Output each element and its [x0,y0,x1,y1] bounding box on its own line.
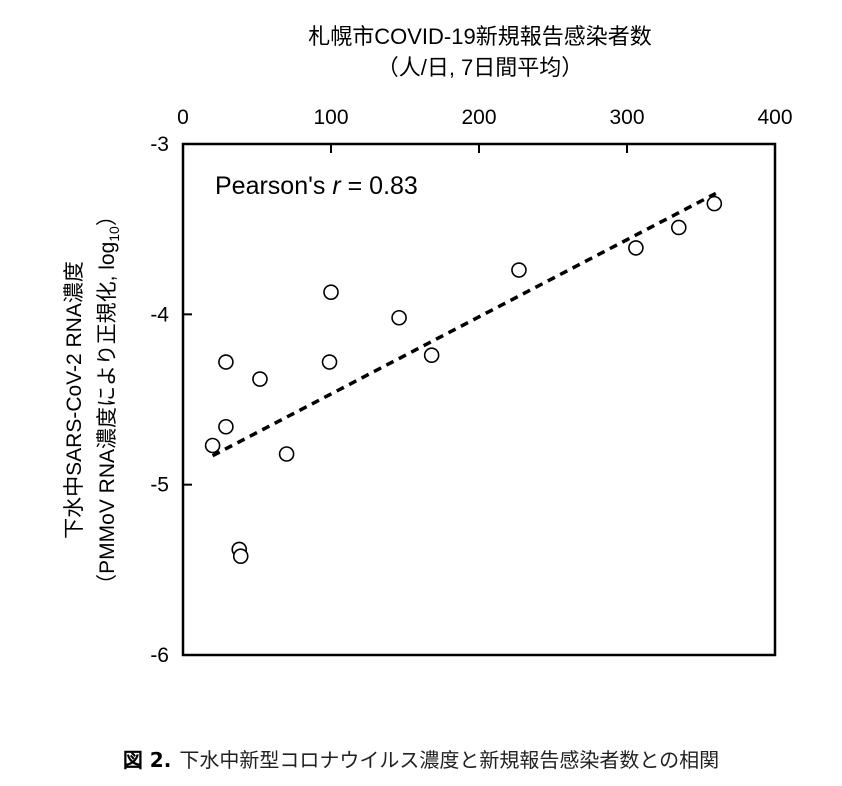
x-tick-label: 300 [609,106,644,129]
data-point [391,309,407,326]
x-tick-label: 100 [313,106,348,129]
scatter-chart: 札幌市COVID-19新規報告感染者数 （人/日, 7日間平均） 0 100 200… [63,24,793,667]
annotation-prefix: Pearson's [215,172,332,200]
data-point [218,418,234,435]
pearson-annotation: Pearson's r = 0.83 [215,172,418,200]
data-point [278,446,295,462]
y-tick-label: -6 [150,644,169,667]
y-axis: -3 -4 -5 -6 [150,133,192,667]
y-tick-label: -3 [150,133,169,156]
data-point [670,219,687,236]
data-point [321,354,338,370]
y-axis-title-close: ） [96,205,119,226]
chart-title: 札幌市COVID-19新規報告感染者数 [308,24,651,49]
data-point [423,347,440,364]
annotation-value: = 0.83 [341,172,418,200]
trend-line [211,191,717,458]
data-points [204,195,723,565]
data-point [323,284,339,300]
y-tick-label: -5 [150,474,169,497]
x-tick-label: 0 [177,106,189,129]
chart-subtitle: （人/日, 7日間平均） [377,55,584,80]
figure-caption-label: 図 2. [122,748,172,772]
y-tick-label: -4 [150,303,169,326]
data-point [706,195,723,212]
x-axis: 0 100 200 300 400 [177,106,793,153]
y-axis-title-line2: （PMMoV RNA濃度により正規化, log10） [96,205,122,595]
y-axis-title-subscript: 10 [106,226,122,242]
data-point [232,548,249,565]
y-axis-title-line1: 下水中SARS-CoV-2 RNA濃度 [63,261,86,539]
plot-frame [181,142,777,657]
annotation-r: r [332,172,342,200]
data-point [511,262,527,278]
data-point [252,371,268,387]
y-axis-title-main: （PMMoV RNA濃度により正規化, log [96,242,119,595]
figure-caption: 図 2. 下水中新型コロナウイルス濃度と新規報告感染者数との相関 [0,744,842,773]
data-point [204,437,221,454]
x-tick-label: 400 [757,106,792,129]
data-point [218,354,234,370]
x-tick-label: 200 [461,106,496,129]
data-point [628,240,644,256]
figure-caption-text: 下水中新型コロナウイルス濃度と新規報告感染者数との相関 [179,748,720,772]
